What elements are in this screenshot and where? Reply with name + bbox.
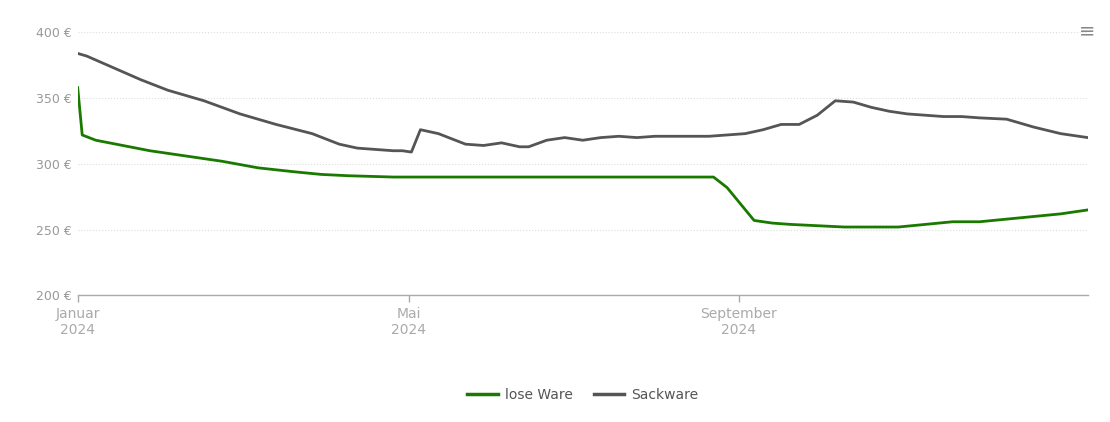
Legend: lose Ware, Sackware: lose Ware, Sackware: [462, 382, 704, 407]
Text: ≡: ≡: [1079, 21, 1096, 40]
